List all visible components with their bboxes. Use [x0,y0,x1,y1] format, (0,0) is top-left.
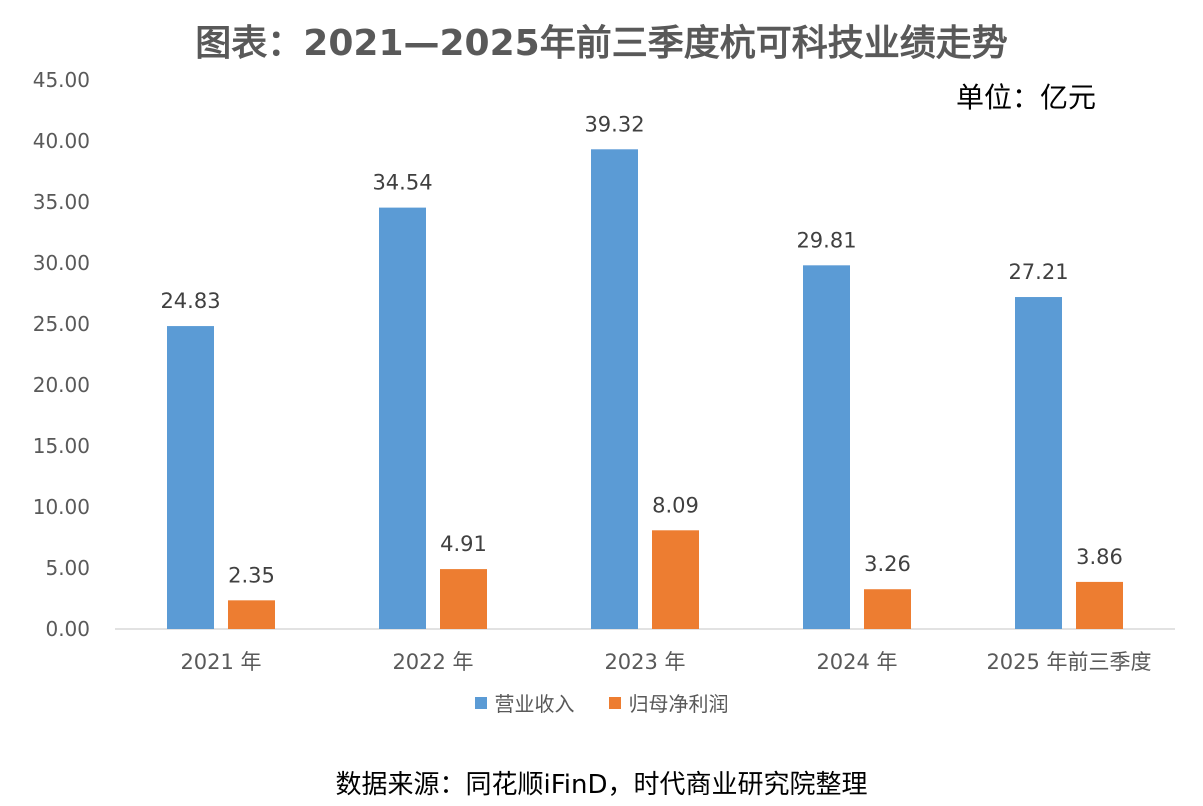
data-label-revenue: 29.81 [796,228,856,252]
y-tick-label: 15.00 [33,434,90,458]
bar-profit [1076,581,1123,629]
x-tick-label: 2023 年 [604,650,685,674]
chart-title: 图表：2021—2025年前三季度杭可科技业绩走势 [195,23,1008,64]
legend-item-revenue: 营业收入 [474,688,575,717]
bar-revenue [803,265,850,629]
bar-profit [864,589,911,629]
y-tick-label: 20.00 [33,373,90,397]
data-label-revenue: 27.21 [1008,260,1068,284]
legend: 营业收入 归母净利润 [0,688,1203,717]
y-tick-label: 35.00 [33,190,90,214]
bar-revenue [167,326,214,629]
y-tick-label: 30.00 [33,251,90,275]
y-tick-label: 10.00 [33,495,90,519]
data-label-profit: 3.26 [864,552,911,576]
bar-revenue [1015,297,1062,629]
y-tick-label: 40.00 [33,129,90,153]
bar-profit [652,530,699,629]
bar-revenue [379,207,426,629]
x-tick-label: 2025 年前三季度 [986,650,1151,674]
unit-label: 单位：亿元 [956,81,1097,114]
source-note: 数据来源：同花顺iFinD，时代商业研究院整理 [335,770,868,800]
x-tick-label: 2021 年 [180,650,261,674]
legend-label-profit: 归母净利润 [628,692,729,716]
legend-swatch-revenue [474,696,487,709]
y-tick-label: 25.00 [33,312,90,336]
data-label-profit: 4.91 [440,532,487,556]
y-tick-label: 0.00 [45,617,90,641]
y-tick-label: 5.00 [45,556,90,580]
x-tick-label: 2022 年 [392,650,473,674]
data-label-revenue: 39.32 [584,112,644,136]
data-label-revenue: 34.54 [372,171,432,195]
y-tick-label: 45.00 [33,68,90,92]
legend-item-profit: 归母净利润 [608,688,729,717]
data-label-profit: 2.35 [228,563,275,587]
data-label-revenue: 24.83 [160,289,220,313]
legend-label-revenue: 营业收入 [494,692,575,716]
legend-swatch-profit [608,696,621,709]
data-label-profit: 3.86 [1076,545,1123,569]
bar-revenue [591,149,638,629]
x-tick-label: 2024 年 [816,650,897,674]
data-label-profit: 8.09 [652,493,699,517]
bar-profit [440,569,487,629]
bar-profit [228,600,275,629]
